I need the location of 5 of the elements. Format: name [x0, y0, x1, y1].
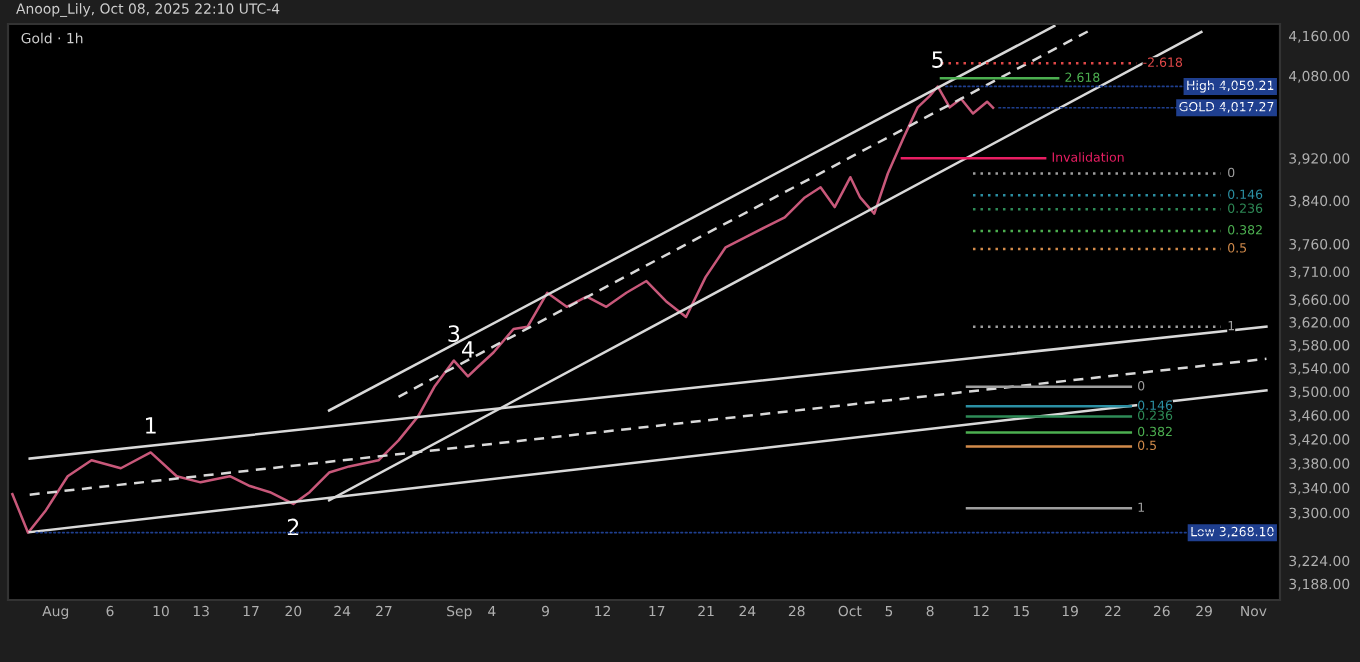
annotation: 4 [462, 341, 474, 358]
annotation: 2 [287, 518, 299, 536]
annotation: 1 [146, 417, 156, 434]
annotation: 5 [932, 51, 943, 68]
annotation: 3 [448, 325, 460, 343]
